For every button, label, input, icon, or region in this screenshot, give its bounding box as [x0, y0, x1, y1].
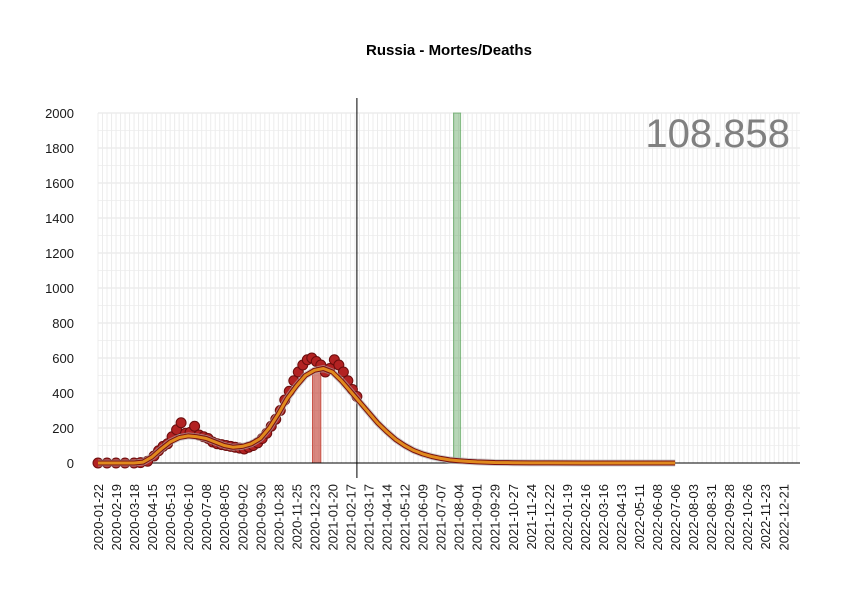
- x-tick-label: 2020-04-15: [145, 484, 160, 551]
- fitted-curve-line: [98, 367, 676, 465]
- x-tick-label: 2021-11-24: [524, 484, 539, 550]
- x-tick-label: 2022-01-19: [560, 484, 575, 551]
- x-tick-label: 2021-02-17: [344, 484, 359, 551]
- x-tick-label: 2022-11-23: [758, 484, 773, 550]
- y-tick-label: 1000: [45, 281, 74, 296]
- x-tick-label: 2021-04-14: [380, 484, 395, 551]
- y-tick-label: 1600: [45, 176, 74, 191]
- data-point: [175, 417, 187, 429]
- x-tick-label: 2020-10-28: [271, 484, 286, 551]
- x-tick-label: 2020-09-02: [235, 484, 250, 551]
- grid: [97, 112, 800, 464]
- y-tick-label: 0: [67, 456, 74, 471]
- fitted-curve: [98, 365, 676, 467]
- x-tick-label: 2020-08-05: [217, 484, 232, 551]
- x-tick-label: 2022-04-13: [614, 484, 629, 551]
- x-tick-label: 2020-09-30: [253, 484, 268, 551]
- x-tick-label: 2020-03-18: [127, 484, 142, 551]
- y-tick-labels: 0 200 400 600 800 1000 1200 1400 1600 1800 2000: [45, 106, 74, 471]
- x-tick-label: 2021-01-20: [325, 484, 340, 551]
- x-tick-label: 2020-06-10: [181, 484, 196, 551]
- data-point: [189, 420, 201, 432]
- x-tick-label: 2022-05-11: [632, 484, 647, 550]
- data-point: [337, 366, 349, 378]
- x-tick-label: 2020-12-23: [307, 484, 322, 551]
- x-tick-label: 2021-09-01: [470, 484, 485, 551]
- x-tick-label: 2021-03-17: [362, 484, 377, 551]
- x-tick-label: 2022-03-16: [596, 484, 611, 551]
- x-tick-label: 2020-07-08: [199, 484, 214, 551]
- y-tick-label: 1400: [45, 211, 74, 226]
- highlight-band: [453, 112, 462, 464]
- x-tick-label: 2022-08-31: [704, 484, 719, 551]
- y-tick-label: 200: [52, 421, 74, 436]
- x-tick-label: 2021-08-04: [452, 484, 467, 551]
- y-tick-label: 2000: [45, 106, 74, 121]
- x-tick-label: 2021-10-27: [506, 484, 521, 551]
- x-tick-label: 2022-08-03: [686, 484, 701, 551]
- x-tick-label: 2021-12-22: [542, 484, 557, 551]
- x-tick-label: 2020-02-19: [109, 484, 124, 551]
- y-tick-label: 800: [52, 316, 74, 331]
- x-tick-label: 2021-07-07: [434, 484, 449, 551]
- x-tick-label: 2022-02-16: [578, 484, 593, 551]
- y-tick-label: 600: [52, 351, 74, 366]
- x-tick-label: 2020-01-22: [91, 484, 106, 551]
- x-tick-label: 2022-06-08: [650, 484, 665, 551]
- x-tick-label: 2021-05-12: [398, 484, 413, 551]
- x-tick-label: 2022-09-28: [722, 484, 737, 551]
- y-tick-label: 400: [52, 386, 74, 401]
- x-tick-label: 2021-06-09: [416, 484, 431, 551]
- chart-title: Russia - Mortes/Deaths: [366, 42, 532, 59]
- x-tick-label: 2020-05-13: [163, 484, 178, 551]
- y-tick-label: 1800: [45, 141, 74, 156]
- x-tick-label: 2022-12-21: [776, 484, 791, 551]
- peak-band: [311, 368, 322, 464]
- total-deaths-label: 108.858: [645, 112, 790, 156]
- x-tick-label: 2022-10-26: [740, 484, 755, 551]
- y-tick-label: 1200: [45, 246, 74, 261]
- x-tick-label: 2020-11-25: [289, 484, 304, 550]
- x-tick-labels: 2020-01-22 2020-02-19 2020-03-18 2020-04-15…: [91, 484, 791, 551]
- x-tick-label: 2022-07-06: [668, 484, 683, 551]
- x-tick-label: 2021-09-29: [488, 484, 503, 551]
